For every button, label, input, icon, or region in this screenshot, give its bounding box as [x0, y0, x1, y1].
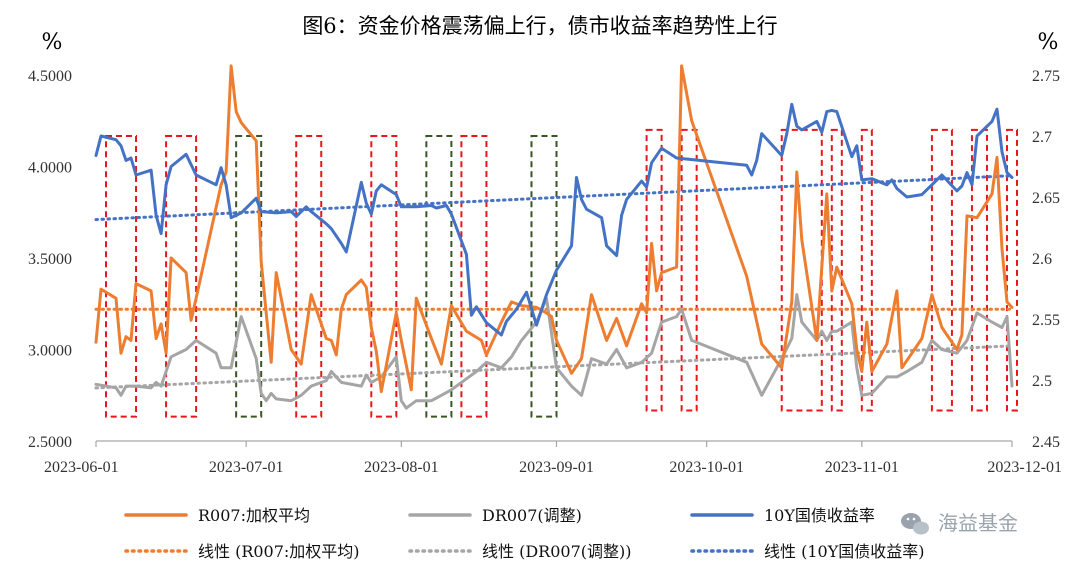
- left-axis-unit: %: [42, 30, 63, 55]
- y-left-tick-label: 3.0000: [28, 343, 72, 360]
- y-right-tick-label: 2.6: [1032, 251, 1052, 268]
- highlight-box-1: [105, 135, 138, 418]
- y-left-tick-label: 2.5000: [28, 434, 72, 451]
- highlight-box-10: [680, 128, 698, 412]
- y-right-tick-label: 2.75: [1032, 68, 1060, 85]
- y-left-tick-label: 4.0000: [28, 160, 72, 177]
- legend-label-1: R007:加权平均: [198, 506, 310, 525]
- y-right-tick-label: 2.55: [1032, 312, 1060, 329]
- series-line-3: [94, 102, 1014, 337]
- watermark: 海益基金: [901, 511, 1018, 535]
- highlight-box-7: [460, 135, 488, 418]
- x-tick-label: 2023-09-01: [519, 459, 594, 476]
- highlight-box-11: [780, 128, 823, 412]
- y-right-tick-label: 2.45: [1032, 434, 1060, 451]
- y-right-tick-label: 2.7: [1032, 129, 1052, 146]
- axes: 2.5000 3.0000 3.5000 4.0000 4.5000 2.45 2.5 2.5…: [28, 68, 1062, 476]
- legend-label-5: 线性 (DR007(调整)): [482, 542, 631, 561]
- series-line-1: [94, 64, 1014, 394]
- highlight-box-16: [1005, 128, 1019, 412]
- legend-label-3: 10Y国债收益率: [764, 506, 875, 525]
- watermark-text: 海益基金: [938, 511, 1018, 535]
- y-right-tick-label: 2.65: [1032, 190, 1060, 207]
- chart-title: 图6：资金价格震荡偏上行，债市收益率趋势性上行: [302, 14, 777, 38]
- y-left-tick-label: 4.5000: [28, 68, 72, 85]
- legend-label-4: 线性 (R007:加权平均): [198, 542, 360, 561]
- x-tick-label: 2023-07-01: [209, 459, 284, 476]
- series-line-2: [94, 293, 1014, 410]
- highlight-box-4: [295, 135, 323, 418]
- highlight-box-5: [370, 135, 398, 418]
- highlight-box-8: [530, 135, 558, 418]
- y-left-tick-label: 3.5000: [28, 251, 72, 268]
- trendline-3: [94, 174, 1014, 222]
- legend-label-6: 线性 (10Y国债收益率): [764, 542, 925, 561]
- right-axis-unit: %: [1038, 30, 1059, 55]
- x-tick-label: 2023-08-01: [364, 459, 439, 476]
- highlight-box-14: [930, 128, 953, 412]
- trendlines: [94, 174, 1014, 390]
- y-right-tick-label: 2.5: [1032, 373, 1052, 390]
- x-tick-label: 2023-06-01: [44, 459, 119, 476]
- x-tick-label: 2023-12-01: [987, 459, 1062, 476]
- highlight-box-9: [645, 128, 663, 412]
- x-tick-label: 2023-11-01: [825, 459, 899, 476]
- series-lines: [94, 64, 1014, 410]
- highlight-box-15: [970, 128, 988, 412]
- wechat-icon: [901, 513, 929, 535]
- trendline-2: [94, 344, 1014, 390]
- x-tick-label: 2023-10-01: [669, 459, 744, 476]
- legend-label-2: DR007(调整): [482, 506, 582, 525]
- highlight-box-2: [165, 135, 198, 418]
- highlight-box-6: [425, 135, 453, 418]
- highlight-box-13: [860, 128, 873, 412]
